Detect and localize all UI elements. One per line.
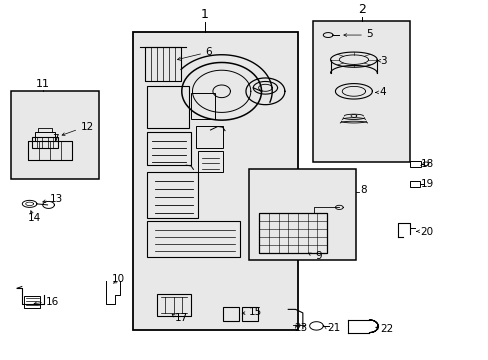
Text: 16: 16 [46, 297, 59, 307]
Text: 1: 1 [200, 8, 208, 21]
Text: 3: 3 [379, 56, 386, 66]
Bar [31, 137, 58, 148]
Text: 20: 20 [420, 227, 433, 237]
Bar [147, 132, 191, 165]
Text: 4: 4 [379, 87, 386, 97]
Text: 14: 14 [28, 213, 41, 223]
Text: 2: 2 [358, 3, 366, 17]
Bar [28, 140, 72, 160]
Text: 6: 6 [205, 46, 212, 57]
Text: 8: 8 [360, 185, 366, 195]
Text: 9: 9 [314, 251, 321, 261]
Text: 11: 11 [36, 78, 50, 89]
Bar [196, 126, 222, 148]
Bar [191, 93, 215, 120]
Bar [409, 181, 419, 187]
Bar [309, 322, 323, 330]
Bar [35, 132, 55, 140]
Text: 15: 15 [248, 307, 261, 317]
Bar [409, 161, 420, 167]
Bar [147, 221, 239, 257]
Text: 12: 12 [81, 122, 94, 132]
Text: 10: 10 [112, 274, 125, 284]
Text: 5: 5 [366, 29, 372, 39]
Bar [11, 91, 99, 179]
Text: 17: 17 [174, 313, 187, 323]
Text: 13: 13 [50, 194, 63, 204]
Text: 18: 18 [420, 159, 433, 170]
Text: 23: 23 [294, 323, 307, 333]
Bar [242, 307, 257, 321]
Bar [223, 307, 238, 321]
Text: 22: 22 [380, 324, 393, 334]
Text: 21: 21 [326, 323, 340, 333]
Bar [132, 32, 297, 330]
Bar [259, 213, 326, 253]
Bar [198, 151, 222, 172]
Text: 19: 19 [420, 179, 433, 189]
Text: 7: 7 [52, 134, 59, 144]
Bar [249, 169, 356, 260]
Bar [147, 172, 198, 218]
Bar [157, 293, 191, 316]
Bar [312, 21, 409, 162]
Bar [147, 86, 188, 128]
Bar [144, 48, 181, 81]
Bar [24, 296, 40, 307]
